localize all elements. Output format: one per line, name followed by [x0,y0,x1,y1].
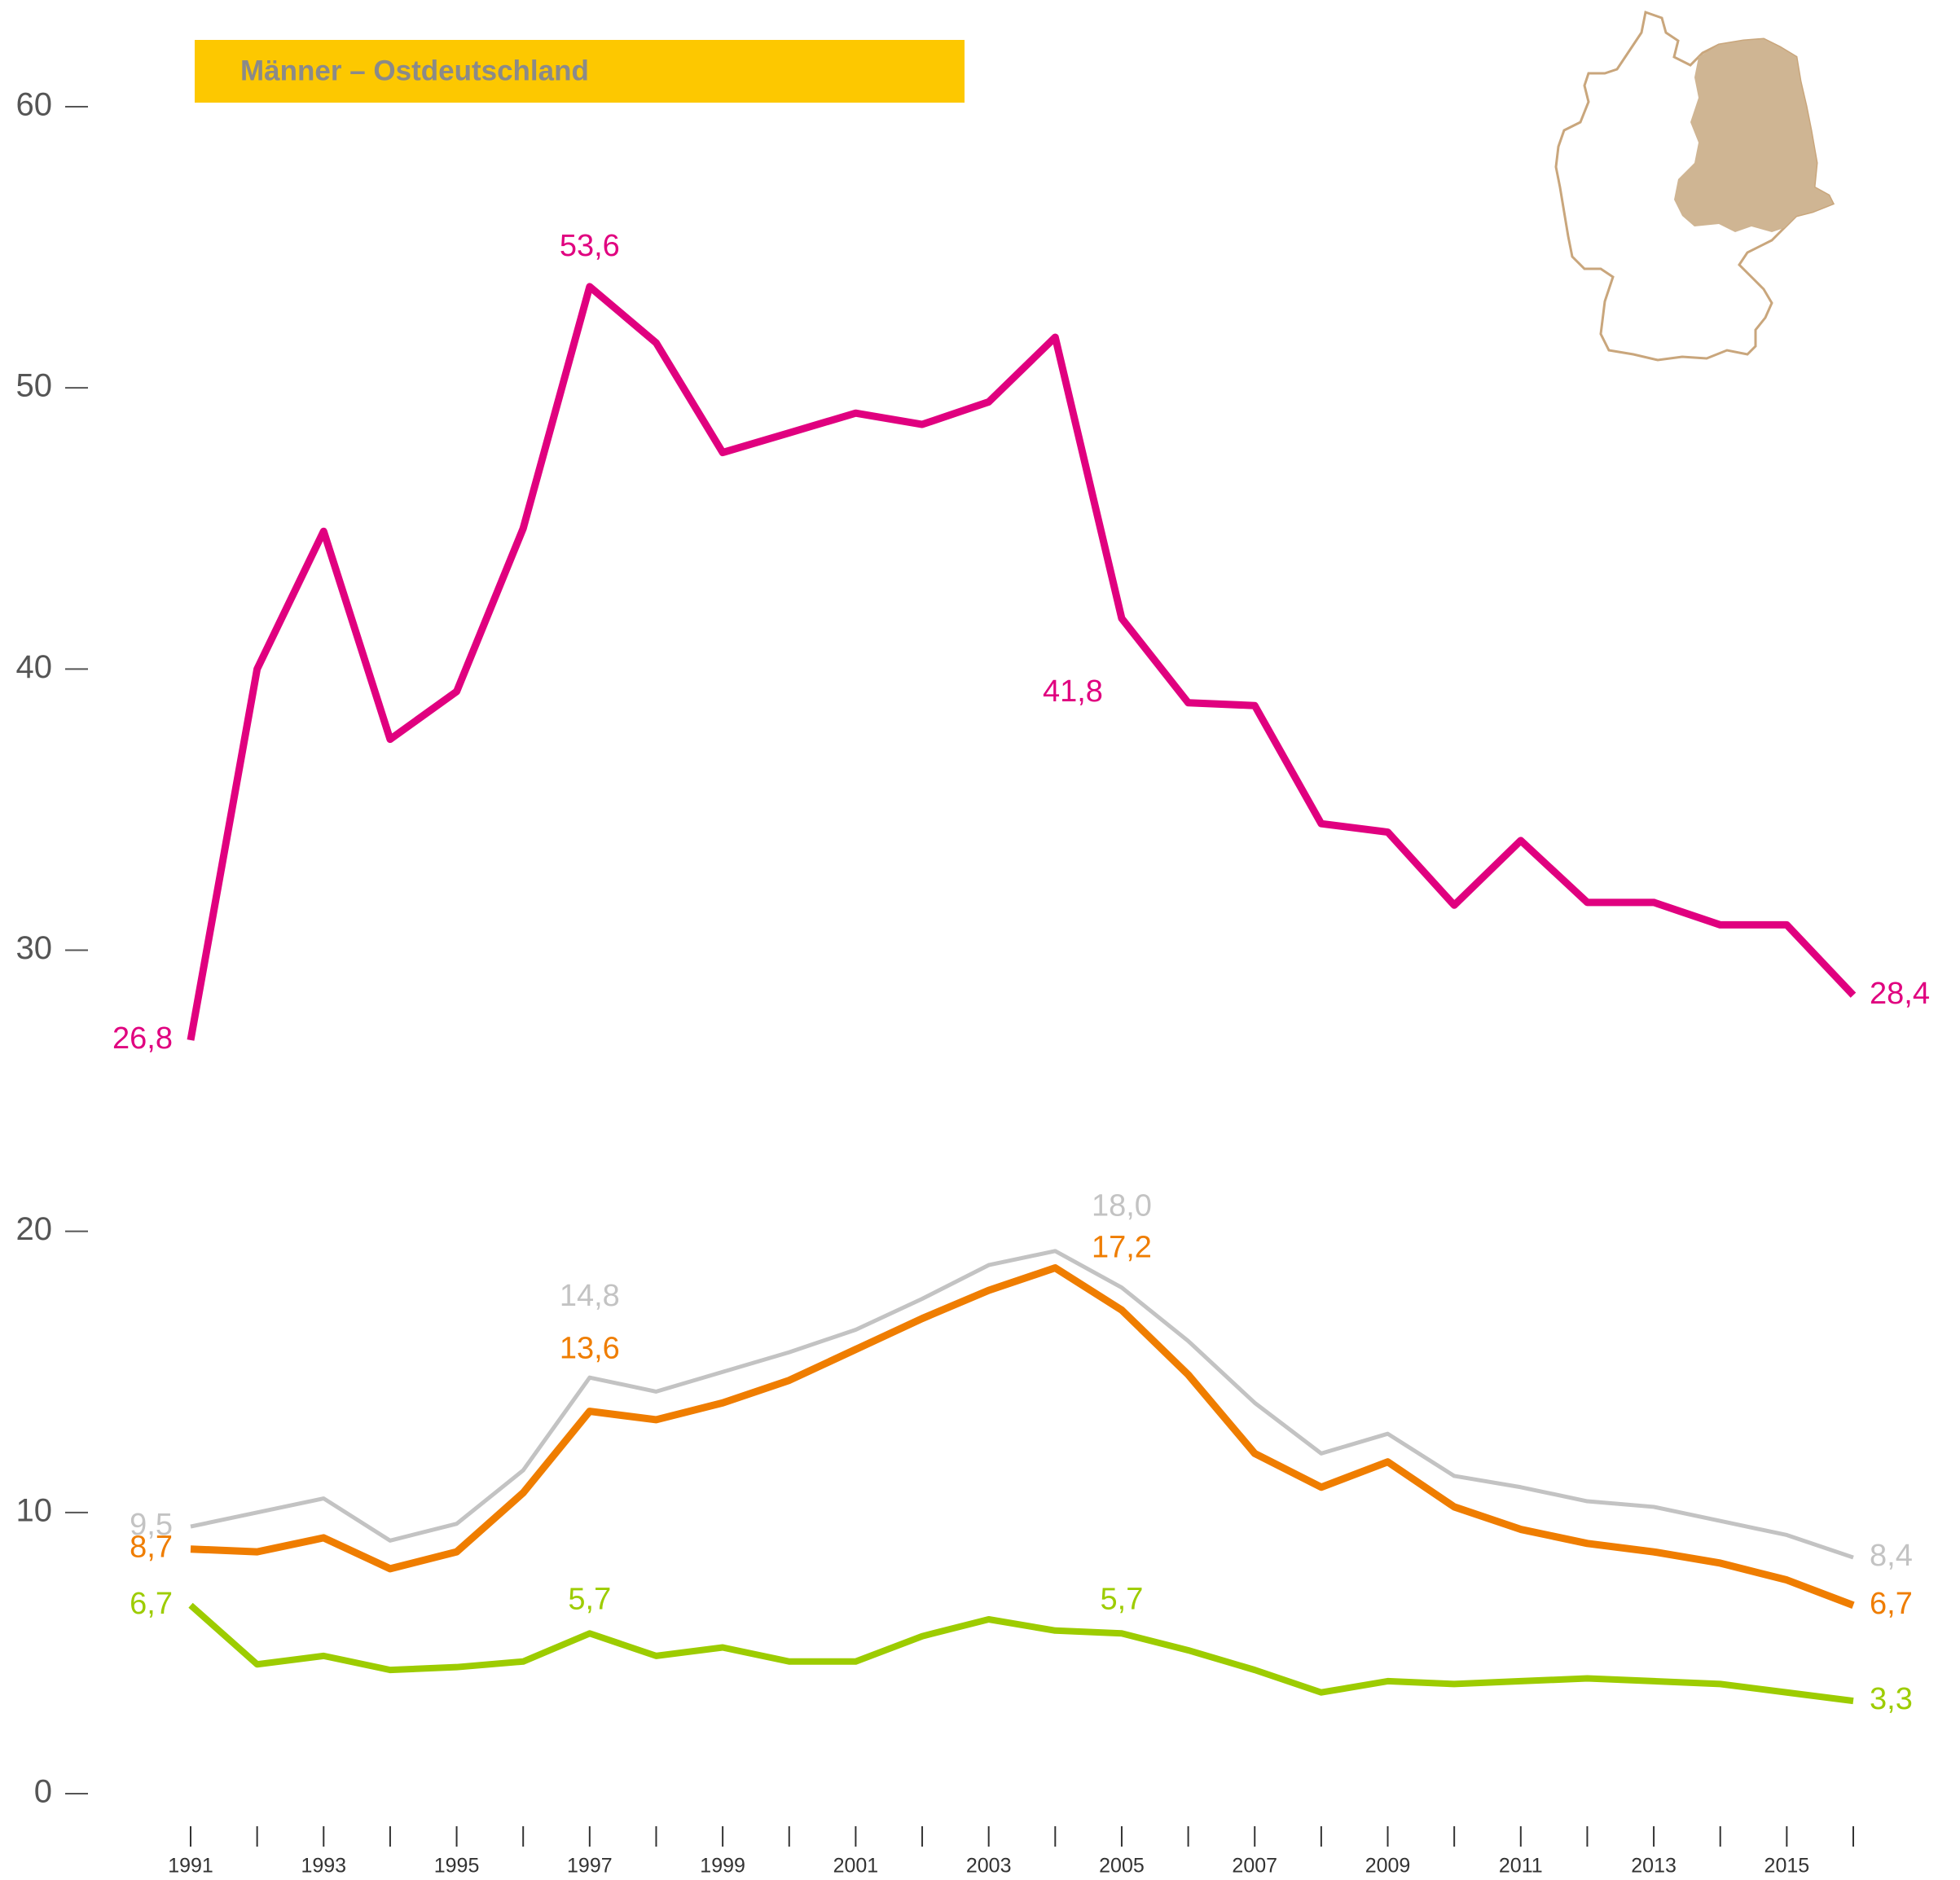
value-label: 8,4 [1870,1539,1913,1573]
y-tick-label: 20 [16,1211,53,1247]
x-tick-label: 1991 [168,1855,213,1878]
y-tick-label: 50 [16,368,53,404]
x-tick-label: 1993 [301,1855,346,1878]
x-tick-label: 1999 [700,1855,745,1878]
line [188,1602,1854,1705]
y-tick-label: 40 [16,649,53,685]
x-tick-label: 2011 [1499,1855,1543,1878]
y-tick-label: 60 [16,87,53,123]
value-label: 5,7 [1101,1582,1144,1616]
x-tick-label: 2009 [1365,1855,1411,1878]
value-label: 14,8 [560,1279,620,1313]
x-tick-label: 2001 [833,1855,879,1878]
value-label: 5,7 [568,1582,611,1616]
value-label: 8,7 [130,1531,173,1565]
x-tick-label: 2007 [1232,1855,1277,1878]
x-tick-label: 2003 [966,1855,1012,1878]
x-tick-label: 1997 [567,1855,613,1878]
chart-title: Männer – Ostdeutschland [240,55,589,86]
y-tick-label: 30 [16,930,53,966]
x-tick-label: 2015 [1764,1855,1810,1878]
value-label: 53,6 [560,229,620,263]
value-label: 41,8 [1043,674,1103,709]
y-tick-label: 0 [34,1774,52,1810]
x-tick-label: 2013 [1631,1855,1677,1878]
title-background [195,40,965,103]
value-label: 26,8 [112,1021,173,1056]
line [190,1249,1854,1560]
map [1554,11,1835,362]
y-tick-label: 10 [16,1492,53,1528]
value-label: 3,3 [1870,1682,1913,1716]
value-label: 6,7 [130,1587,173,1621]
value-label: 18,0 [1092,1189,1152,1223]
value-label: 28,4 [1870,977,1930,1011]
line [187,283,1857,1041]
value-label: 13,6 [560,1332,620,1366]
line [190,1264,1855,1609]
x-tick-label: 1995 [434,1855,480,1878]
x-tick-label: 2005 [1099,1855,1145,1878]
value-label: 9,5 [130,1508,173,1542]
value-label: 6,7 [1870,1587,1913,1621]
value-label: 17,2 [1092,1230,1152,1264]
